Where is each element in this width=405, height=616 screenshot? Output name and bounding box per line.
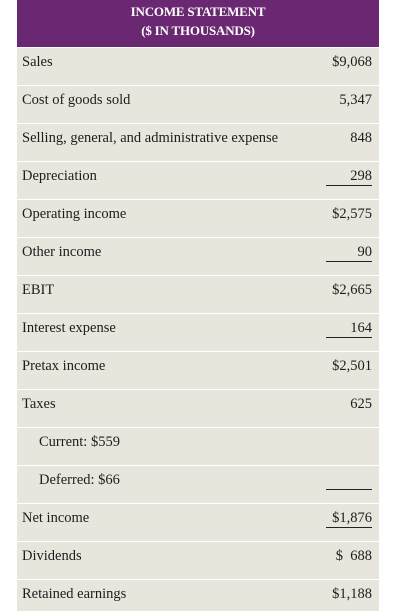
row-divider — [17, 313, 379, 314]
row-net-income: Net income $1,876 — [17, 503, 379, 541]
table-header: INCOME STATEMENT ($ IN THOUSANDS) — [17, 0, 379, 47]
row-other-income: Other income 90 — [17, 237, 379, 275]
subtotal-underline — [326, 337, 372, 338]
row-divider — [17, 85, 379, 86]
row-label: Operating income — [22, 206, 127, 222]
row-value: $ 688 — [335, 548, 372, 564]
row-value: 298 — [350, 168, 372, 184]
row-label: Deferred: $66 — [39, 472, 120, 488]
row-divider — [17, 389, 379, 390]
row-label: Net income — [22, 510, 90, 526]
row-taxes: Taxes 625 — [17, 389, 379, 427]
row-label: Interest expense — [22, 320, 116, 336]
row-divider — [17, 427, 379, 428]
row-divider — [17, 199, 379, 200]
row-taxes-deferred: Deferred: $66 — [17, 465, 379, 503]
row-value: 164 — [350, 320, 372, 336]
header-title: INCOME STATEMENT — [130, 4, 266, 19]
row-taxes-current: Current: $559 — [17, 427, 379, 465]
row-label: Selling, general, and administrative exp… — [22, 130, 279, 146]
row-divider — [17, 579, 379, 580]
row-divider — [17, 47, 379, 48]
row-label: Other income — [22, 244, 102, 260]
row-sga-expense: Selling, general, and administrative exp… — [17, 123, 379, 161]
row-label: Dividends — [22, 548, 82, 564]
row-label: EBIT — [22, 282, 55, 298]
row-depreciation: Depreciation 298 — [17, 161, 379, 199]
row-label: Cost of goods sold — [22, 92, 131, 108]
row-label: Sales — [22, 54, 53, 70]
row-value: $2,665 — [332, 282, 372, 298]
row-label: Pretax income — [22, 358, 106, 374]
subtotal-underline — [326, 527, 372, 528]
row-value: 90 — [357, 244, 373, 260]
row-label: Depreciation — [22, 168, 97, 184]
row-interest-expense: Interest expense 164 — [17, 313, 379, 351]
subtotal-underline — [326, 489, 372, 490]
income-statement-table: INCOME STATEMENT ($ IN THOUSANDS) Sales … — [17, 0, 379, 611]
row-divider — [17, 503, 379, 504]
row-divider — [17, 541, 379, 542]
row-value: 625 — [350, 396, 372, 412]
subtotal-underline — [326, 185, 372, 186]
subtotal-underline — [326, 261, 372, 262]
row-value: 848 — [350, 130, 372, 146]
header-subtitle: ($ IN THOUSANDS) — [141, 23, 255, 38]
row-label: Retained earnings — [22, 586, 127, 602]
row-value: $1,188 — [332, 586, 372, 602]
row-value: 5,347 — [339, 92, 372, 108]
row-value: $2,501 — [332, 358, 372, 374]
row-divider — [17, 237, 379, 238]
row-ebit: EBIT $2,665 — [17, 275, 379, 313]
row-cost-of-goods-sold: Cost of goods sold 5,347 — [17, 85, 379, 123]
row-divider — [17, 465, 379, 466]
row-sales: Sales $9,068 — [17, 47, 379, 85]
row-divider — [17, 123, 379, 124]
row-label: Taxes — [22, 396, 56, 412]
row-value: $9,068 — [332, 54, 372, 70]
row-divider — [17, 161, 379, 162]
row-operating-income: Operating income $2,575 — [17, 199, 379, 237]
row-divider — [17, 275, 379, 276]
row-label: Current: $559 — [39, 434, 120, 450]
row-value: $2,575 — [332, 206, 372, 222]
row-value: $1,876 — [332, 510, 372, 526]
row-dividends: Dividends $ 688 — [17, 541, 379, 579]
row-divider — [17, 351, 379, 352]
row-pretax-income: Pretax income $2,501 — [17, 351, 379, 389]
row-retained-earnings: Retained earnings $1,188 — [17, 579, 379, 611]
